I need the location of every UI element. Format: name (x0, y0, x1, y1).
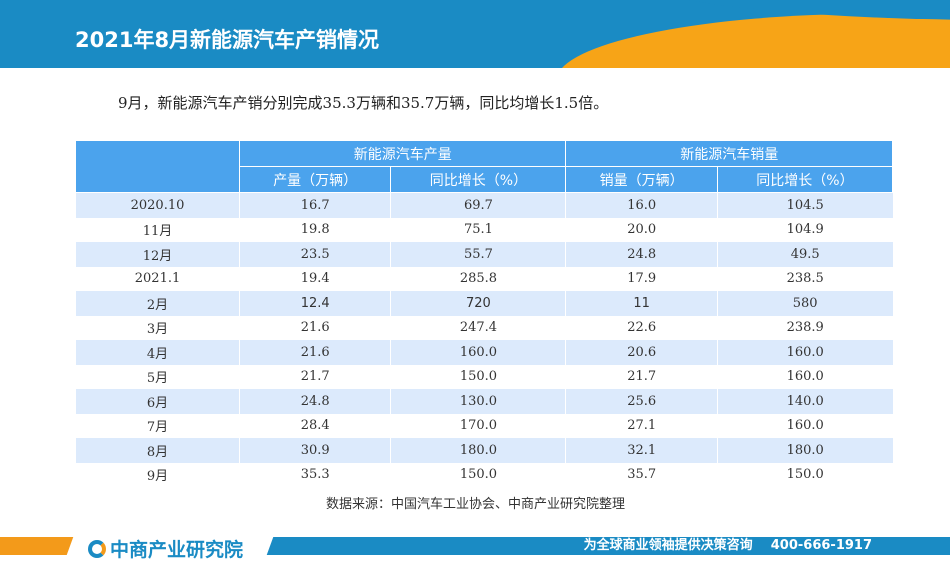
data-table: 新能源汽车产量 新能源汽车销量 产量（万辆） 同比增长（%） 销量（万辆） 同比… (75, 140, 894, 487)
table-cell: 720 (390, 291, 566, 316)
table-cell: 19.4 (238, 266, 391, 291)
table-cell: 130.0 (390, 389, 566, 414)
table-cell: 238.5 (716, 266, 893, 291)
table-cell: 55.7 (390, 242, 566, 267)
row-label: 9月 (75, 462, 240, 487)
logo-icon (88, 539, 106, 558)
row-label: 3月 (75, 315, 240, 340)
page-title: 2021年8月新能源汽车产销情况 (75, 28, 380, 52)
table-cell: 11 (565, 291, 718, 316)
table-cell: 238.9 (716, 315, 893, 340)
table-cell: 180.0 (716, 438, 893, 463)
table-cell: 20.0 (565, 217, 718, 242)
table-row: 12月 23.5 55.7 24.8 49.5 (75, 242, 893, 267)
row-label: 4月 (75, 340, 240, 365)
table-cell: 28.4 (238, 413, 391, 438)
logo-text: 中商产业研究院 (110, 539, 244, 561)
source-note: 数据来源：中国汽车工业协会、中商产业研究院整理 (326, 497, 626, 512)
row-label: 12月 (75, 242, 240, 267)
group-header-sales: 新能源汽车销量 (565, 140, 893, 167)
table-row: 4月 21.6 160.0 20.6 160.0 (75, 340, 893, 365)
table-row: 2020.10 16.7 69.7 16.0 104.5 (75, 192, 893, 218)
col-header: 同比增长（%） (390, 166, 567, 193)
table-cell: 160.0 (716, 340, 893, 365)
table-cell: 69.7 (390, 192, 566, 218)
table-cell: 21.7 (565, 364, 718, 389)
row-label: 2月 (75, 291, 240, 316)
table-row: 8月 30.9 180.0 32.1 180.0 (75, 438, 893, 463)
footer-logo: 中商产业研究院 (88, 535, 243, 562)
table-cell: 21.6 (238, 340, 391, 365)
row-label: 8月 (75, 438, 240, 463)
table-cell: 35.7 (565, 462, 718, 487)
table-cell: 150.0 (390, 364, 566, 389)
table-row: 5月 21.7 150.0 21.7 160.0 (75, 364, 893, 389)
table-cell: 180.0 (390, 438, 566, 463)
table-row: 2月 12.4 720 11 580 (75, 291, 893, 316)
table-row: 7月 28.4 170.0 27.1 160.0 (75, 413, 893, 438)
table-row: 9月 35.3 150.0 35.7 150.0 (75, 462, 893, 487)
table-cell: 75.1 (390, 217, 566, 242)
table-cell: 16.7 (238, 192, 391, 218)
table-cell: 24.8 (238, 389, 391, 414)
group-header-production: 新能源汽车产量 (238, 140, 567, 167)
table-cell: 20.6 (565, 340, 718, 365)
table-cell: 24.8 (565, 242, 718, 267)
col-header: 销量（万辆） (565, 166, 718, 193)
footer-slogan: 为全球商业领袖提供决策咨询 400-666-1917 (583, 538, 872, 553)
table-cell: 170.0 (390, 413, 566, 438)
table-cell: 150.0 (390, 462, 566, 487)
footer-phone: 400-666-1917 (770, 538, 872, 553)
table-cell: 21.7 (238, 364, 391, 389)
table-cell: 49.5 (716, 242, 893, 267)
col-header: 同比增长（%） (716, 166, 894, 193)
table-cell: 160.0 (716, 364, 893, 389)
table-cell: 285.8 (390, 266, 566, 291)
table-cell: 17.9 (565, 266, 718, 291)
table-cell: 35.3 (238, 462, 391, 487)
table-cell: 21.6 (238, 315, 391, 340)
row-label: 2021.1 (75, 266, 240, 291)
table-cell: 25.6 (565, 389, 718, 414)
table-cell: 32.1 (565, 438, 718, 463)
row-label: 5月 (75, 364, 240, 389)
table-cell: 160.0 (390, 340, 566, 365)
table-cell: 160.0 (716, 413, 893, 438)
table-row: 11月 19.8 75.1 20.0 104.9 (75, 217, 893, 242)
corner-header (75, 140, 240, 193)
lead-text: 9月，新能源汽车产销分别完成35.3万辆和35.7万辆，同比均增长1.5倍。 (118, 94, 609, 112)
table-cell: 19.8 (238, 217, 391, 242)
table-row: 6月 24.8 130.0 25.6 140.0 (75, 389, 893, 414)
row-label: 6月 (75, 389, 240, 414)
table-cell: 22.6 (565, 315, 718, 340)
col-header: 产量（万辆） (238, 166, 392, 193)
row-label: 7月 (75, 413, 240, 438)
table-row: 3月 21.6 247.4 22.6 238.9 (75, 315, 893, 340)
row-label: 11月 (75, 217, 240, 242)
orange-swoosh (539, 14, 950, 68)
table-cell: 23.5 (238, 242, 391, 267)
table-cell: 247.4 (390, 315, 566, 340)
table-cell: 140.0 (716, 389, 893, 414)
table-cell: 12.4 (238, 291, 391, 316)
table-cell: 580 (716, 291, 893, 316)
table-cell: 104.5 (716, 192, 893, 218)
table-row: 2021.1 19.4 285.8 17.9 238.5 (75, 266, 893, 291)
title-bar: 2021年8月新能源汽车产销情况 (0, 0, 950, 68)
row-label: 2020.10 (75, 192, 240, 218)
footer-orange-accent (0, 537, 74, 555)
table-cell: 27.1 (565, 413, 718, 438)
table-cell: 16.0 (565, 192, 718, 218)
table-cell: 104.9 (716, 217, 893, 242)
table-cell: 30.9 (238, 438, 391, 463)
table-cell: 150.0 (716, 462, 893, 487)
